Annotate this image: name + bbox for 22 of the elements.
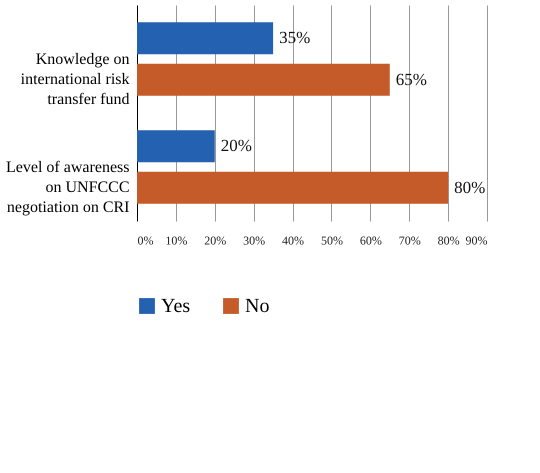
x-tick-label: 70%	[398, 234, 421, 248]
text: 20%	[220, 136, 252, 156]
x-tick-label: 90%	[466, 234, 488, 248]
y-tick-label: Knowledge on international risk transfer fund	[20, 51, 130, 108]
x-tick-label: 50%	[320, 234, 343, 248]
text: 35%	[279, 28, 310, 48]
x-tick-label: 60%	[360, 234, 382, 248]
x-tick-label: 30%	[243, 234, 266, 248]
x-tick-label: 80%	[438, 234, 460, 248]
x-tick-label: 10%	[165, 234, 188, 248]
bar	[137, 64, 390, 96]
x-tick-label: 0%	[138, 234, 154, 248]
x-tick-label: 20%	[204, 234, 226, 248]
bar	[137, 22, 274, 54]
legend-label: No	[245, 295, 270, 317]
text: 80%	[454, 178, 486, 197]
bar	[137, 130, 215, 162]
legend-label: Yes	[161, 295, 190, 317]
x-tick-label: 40%	[282, 234, 304, 248]
bar	[137, 172, 448, 204]
text: 65%	[396, 70, 427, 89]
y-tick-label: Level of awareness on UNFCCC negotiation on CRI	[6, 159, 130, 216]
